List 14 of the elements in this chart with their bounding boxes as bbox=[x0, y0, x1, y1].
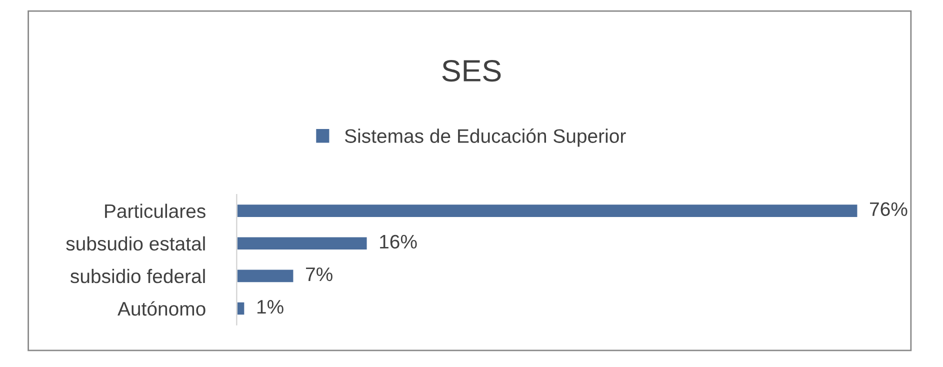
bar bbox=[236, 236, 368, 251]
data-label: 7% bbox=[306, 267, 332, 282]
data-label: 16% bbox=[380, 234, 417, 249]
bar bbox=[236, 268, 295, 284]
y-tick-label: Particulares bbox=[105, 204, 206, 218]
bar bbox=[236, 300, 246, 316]
legend-label: Sistemas de Educación Superior bbox=[344, 128, 626, 147]
y-tick-label: subsudio estatal bbox=[66, 236, 205, 251]
chart-title: SES bbox=[442, 60, 501, 82]
y-tick-label: subsidio federal bbox=[70, 268, 205, 284]
y-tick-label: Autónomo bbox=[118, 301, 206, 316]
data-label: 76% bbox=[870, 202, 908, 216]
data-label: 1% bbox=[257, 300, 284, 314]
bar bbox=[236, 203, 859, 218]
